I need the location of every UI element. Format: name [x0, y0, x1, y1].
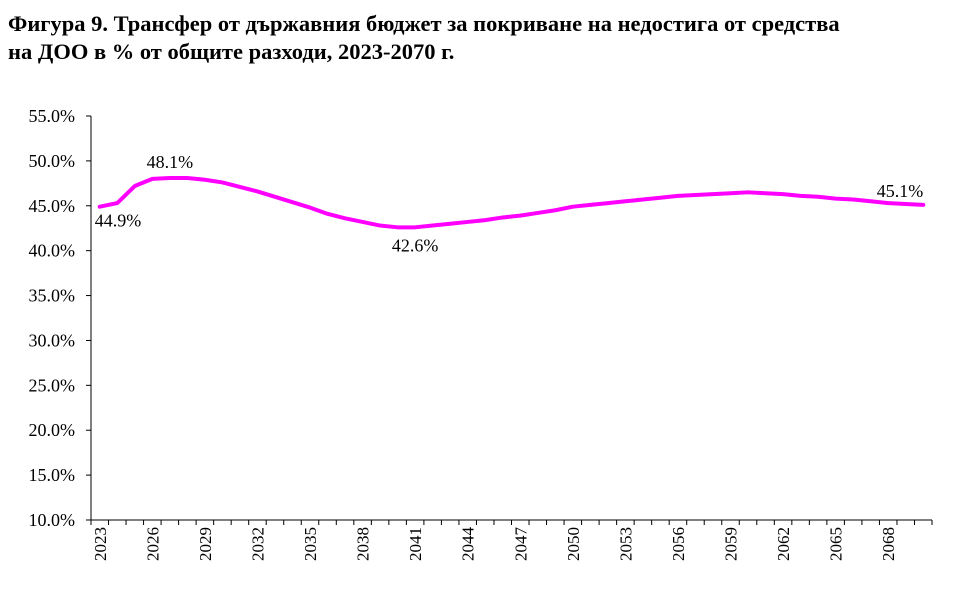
data-label: 45.1% [877, 181, 924, 201]
series-line [97, 175, 926, 230]
x-tick-label: 2044 [459, 527, 478, 562]
x-tick-label: 2059 [722, 527, 741, 561]
y-tick-label: 10.0% [29, 510, 76, 530]
x-tick-label: 2026 [143, 527, 162, 561]
x-tick-label: 2038 [354, 527, 373, 561]
x-tick-label: 2035 [301, 527, 320, 561]
x-tick-label: 2047 [511, 527, 530, 562]
y-tick-label: 30.0% [29, 330, 76, 350]
x-tick-label: 2053 [616, 527, 635, 561]
x-tick-label: 2050 [564, 527, 583, 561]
x-tick-label: 2062 [774, 527, 793, 561]
chart-title-line-1: Фигура 9. Трансфер от държавния бюджет з… [8, 11, 840, 36]
y-tick-label: 15.0% [29, 465, 76, 485]
y-tick-label: 25.0% [29, 375, 76, 395]
y-tick-label: 50.0% [29, 151, 76, 171]
y-tick-label: 40.0% [29, 241, 76, 261]
x-tick-label: 2041 [406, 527, 425, 561]
y-tick-label: 35.0% [29, 286, 76, 306]
y-tick-label: 55.0% [29, 106, 76, 126]
chart-title-line-2: на ДОО в % от общите разходи, 2023-2070 … [8, 39, 455, 64]
y-tick-label: 20.0% [29, 420, 76, 440]
y-tick-label: 45.0% [29, 196, 76, 216]
x-tick-label: 2032 [248, 527, 267, 561]
chart-title: Фигура 9. Трансфер от държавния бюджет з… [8, 10, 953, 66]
x-tick-label: 2056 [669, 527, 688, 561]
x-tick-label: 2029 [196, 527, 215, 561]
data-label: 44.9% [95, 211, 141, 231]
x-tick-label: 2068 [879, 527, 898, 561]
data-label: 48.1% [147, 152, 194, 172]
x-tick-label: 2023 [91, 527, 110, 561]
x-tick-label: 2065 [827, 527, 846, 561]
data-label: 42.6% [392, 235, 439, 255]
